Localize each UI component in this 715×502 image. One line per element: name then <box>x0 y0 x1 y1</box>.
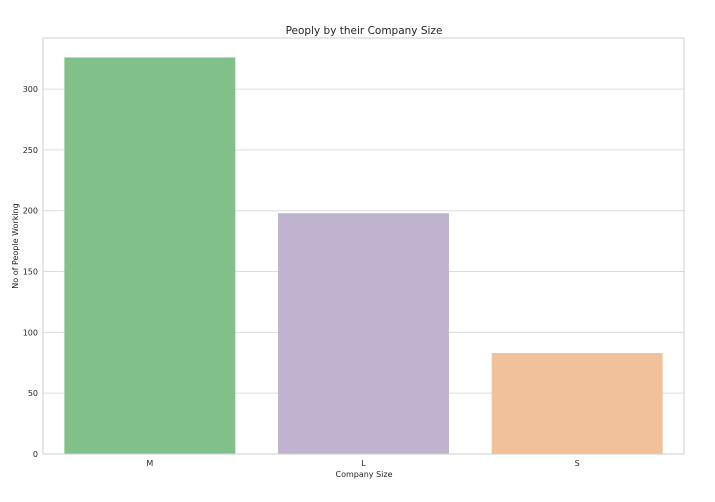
plot-frame <box>42 37 685 455</box>
bar-m <box>64 57 236 455</box>
bar-l <box>278 213 449 454</box>
bars-layer <box>64 57 663 455</box>
y-tick-label: 250 <box>23 146 38 155</box>
y-tick-label: 200 <box>23 207 38 216</box>
chart-title: Peoply by their Company Size <box>286 25 443 37</box>
y-tick-label: 300 <box>23 85 38 94</box>
x-tick-label: M <box>146 459 153 468</box>
y-tick-label: 100 <box>23 328 38 337</box>
y-ticks: 0 50 100 150 200 250 300 <box>23 85 38 459</box>
bar-s <box>491 353 663 454</box>
x-tick-label: L <box>361 459 366 468</box>
y-tick-label: 50 <box>28 389 38 398</box>
y-axis-label: No of People Working <box>11 203 20 288</box>
x-axis-label: Company Size <box>335 470 392 479</box>
x-tick-label: S <box>575 459 580 468</box>
y-tick-label: 150 <box>23 268 38 277</box>
y-tick-label: 0 <box>33 450 38 459</box>
